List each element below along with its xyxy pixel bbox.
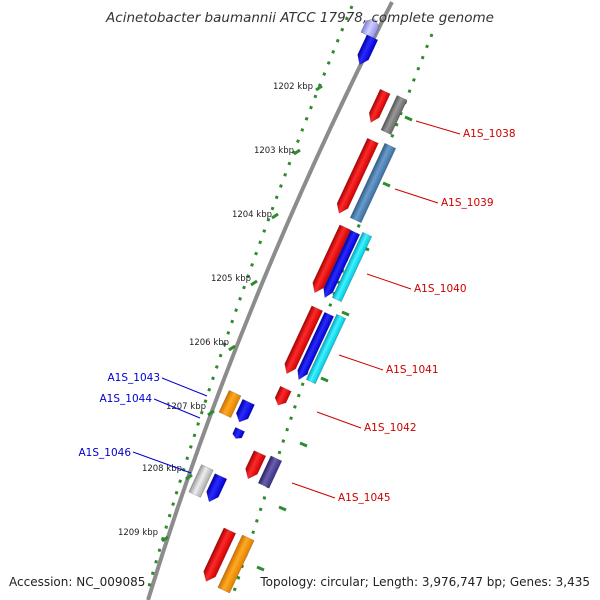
- map-title: Acinetobacter baumannii ATCC 17978, comp…: [106, 10, 494, 26]
- scale-tick-mark: [293, 148, 301, 156]
- scale-tick-label: 1202 kbp: [273, 82, 313, 92]
- gene-feature[interactable]: [273, 385, 292, 407]
- scale-tick-label: 1208 kbp: [142, 464, 182, 474]
- gene-label-leader: [366, 273, 412, 290]
- scale-tick-mark: [250, 279, 258, 287]
- scale-tick-mark: [185, 473, 193, 481]
- gene-label[interactable]: A1S_1041: [386, 364, 439, 376]
- scale-tick-mark: [341, 310, 350, 317]
- gene-feature[interactable]: [257, 455, 283, 489]
- gene-label[interactable]: A1S_1043: [108, 372, 161, 384]
- scale-tick-mark: [382, 181, 391, 188]
- gene-label-leader: [153, 398, 201, 419]
- gene-label-leader: [316, 411, 362, 429]
- gene-feature[interactable]: [305, 313, 347, 385]
- gene-label[interactable]: A1S_1044: [100, 393, 153, 405]
- gene-feature[interactable]: [309, 224, 352, 295]
- gene-label[interactable]: A1S_1042: [364, 422, 417, 434]
- tick-track-inner: [146, 5, 354, 591]
- scale-tick-label: 1207 kbp: [166, 402, 206, 412]
- gene-label[interactable]: A1S_1045: [338, 492, 391, 504]
- gene-label-leader: [394, 188, 439, 204]
- scale-tick-mark: [256, 565, 265, 572]
- gene-feature[interactable]: [281, 305, 324, 376]
- gene-label[interactable]: A1S_1038: [463, 128, 516, 140]
- scale-tick-mark: [320, 376, 329, 383]
- gene-label-leader: [338, 354, 384, 371]
- scale-tick-mark: [299, 441, 308, 448]
- gene-feature[interactable]: [320, 229, 361, 299]
- topology-text: Topology: circular; Length: 3,976,747 bp…: [260, 575, 590, 589]
- genome-backbone: [146, 1, 394, 600]
- scale-tick-mark: [315, 84, 323, 92]
- gene-feature[interactable]: [349, 142, 397, 224]
- gene-feature[interactable]: [200, 527, 237, 584]
- gene-feature[interactable]: [217, 534, 255, 594]
- scale-tick-mark: [271, 212, 279, 220]
- gene-feature[interactable]: [380, 95, 408, 135]
- gene-feature[interactable]: [218, 389, 242, 419]
- scale-tick-mark: [404, 115, 413, 122]
- gene-label[interactable]: A1S_1039: [441, 197, 494, 209]
- gene-label-leader: [291, 482, 336, 499]
- scale-tick-mark: [207, 409, 215, 417]
- gene-label[interactable]: A1S_1046: [79, 447, 132, 459]
- gene-feature[interactable]: [188, 464, 214, 498]
- gene-feature[interactable]: [366, 88, 391, 124]
- gene-feature[interactable]: [334, 137, 379, 216]
- gene-feature[interactable]: [294, 311, 335, 381]
- scale-tick-mark: [228, 344, 236, 352]
- scale-tick-label: 1205 kbp: [211, 274, 251, 284]
- gene-label-leader: [415, 120, 461, 135]
- scale-tick-label: 1206 kbp: [189, 338, 229, 348]
- scale-tick-label: 1209 kbp: [118, 528, 158, 538]
- gene-feature[interactable]: [231, 426, 246, 440]
- accession-text: Accession: NC_009085: [9, 575, 146, 589]
- scale-tick-mark: [161, 535, 169, 543]
- scale-tick-mark: [278, 505, 287, 512]
- gene-feature[interactable]: [203, 473, 228, 505]
- gene-feature[interactable]: [233, 398, 255, 424]
- gene-feature[interactable]: [242, 450, 267, 482]
- scale-tick-label: 1204 kbp: [232, 210, 272, 220]
- gene-label-leader: [161, 377, 208, 397]
- scale-tick-label: 1203 kbp: [254, 146, 294, 156]
- gene-feature[interactable]: [354, 34, 379, 67]
- gene-label-leader: [132, 451, 192, 474]
- gene-feature[interactable]: [331, 231, 373, 303]
- gene-label[interactable]: A1S_1040: [414, 283, 467, 295]
